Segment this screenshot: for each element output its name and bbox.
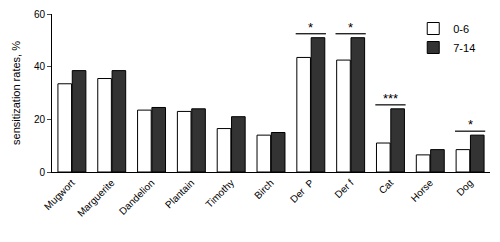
svg-text:Birch: Birch (252, 177, 276, 201)
svg-text:Horse: Horse (409, 177, 436, 204)
svg-text:0: 0 (39, 167, 45, 178)
svg-text:Der P: Der P (288, 177, 316, 205)
svg-text:0-6: 0-6 (453, 23, 469, 35)
svg-text:*: * (468, 117, 473, 132)
svg-text:Timothy: Timothy (203, 177, 236, 210)
svg-text:Plantain: Plantain (163, 177, 196, 210)
svg-text:7-14: 7-14 (453, 42, 475, 54)
svg-text:Der f: Der f (332, 177, 355, 200)
svg-text:Mugwort: Mugwort (42, 177, 77, 212)
svg-text:Dandelion: Dandelion (117, 177, 157, 217)
svg-text:60: 60 (34, 9, 46, 20)
svg-text:Dog: Dog (454, 177, 475, 198)
svg-text:*: * (308, 20, 313, 35)
svg-text:*: * (348, 20, 353, 35)
svg-text:sensitization rates, %: sensitization rates, % (10, 41, 22, 145)
svg-text:Cat: Cat (377, 177, 396, 196)
svg-text:40: 40 (34, 61, 46, 72)
svg-text:20: 20 (34, 114, 46, 125)
svg-text:***: *** (383, 91, 398, 106)
svg-text:Marguerite: Marguerite (75, 177, 117, 219)
